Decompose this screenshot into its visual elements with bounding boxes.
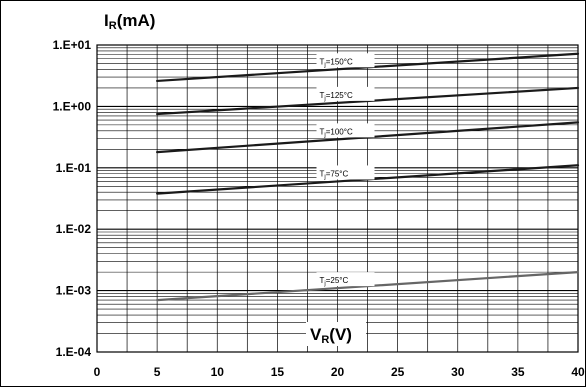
x-tick-label: 0 [94,365,101,379]
y-tick-label: 1.E+01 [53,38,92,52]
series-label-bg [316,53,375,68]
series-label: Tj=150°C [320,57,353,68]
series-label: Tj=75°C [320,169,349,180]
series-label: Tj=125°C [320,91,353,102]
x-tick-label: 30 [451,365,465,379]
y-tick-label: 1.E-03 [56,284,92,298]
y-axis-title: IR(mA) [104,11,155,32]
series-label-bg [316,123,375,138]
series-label: Tj=100°C [320,127,353,138]
series-line [156,52,580,83]
series-label-bg [316,86,375,101]
series-label-bg [316,165,375,180]
series-line [156,271,580,302]
series-labels: Tj=150°C Tj=125°C Tj=100°C Tj=75°C Tj=25°C [316,53,375,287]
y-tick-label: 1.E-02 [56,222,92,236]
x-tick-label: 25 [391,365,405,379]
y-tick-labels: 1.E+01 1.E+00 1.E-01 1.E-02 1.E-03 1.E-04 [53,38,92,359]
y-tick-label: 1.E+00 [53,99,92,113]
x-axis-title-bg [306,322,366,346]
x-tick-label: 40 [571,365,585,379]
x-axis-title: VR(V) [310,325,352,346]
x-tick-label: 35 [511,365,525,379]
x-tick-label: 10 [211,365,225,379]
x-tick-label: 15 [271,365,285,379]
series-label: Tj=25°C [320,276,349,287]
series-line [156,86,580,116]
series-label-bg [316,272,375,287]
y-tick-label: 1.E-01 [56,161,92,175]
y-tick-label: 1.E-04 [56,345,92,359]
plot-area-border [96,44,579,353]
x-tick-label: 5 [154,365,161,379]
x-tick-label: 20 [331,365,345,379]
x-tick-labels: 0 5 10 15 20 25 30 35 40 [94,365,585,379]
